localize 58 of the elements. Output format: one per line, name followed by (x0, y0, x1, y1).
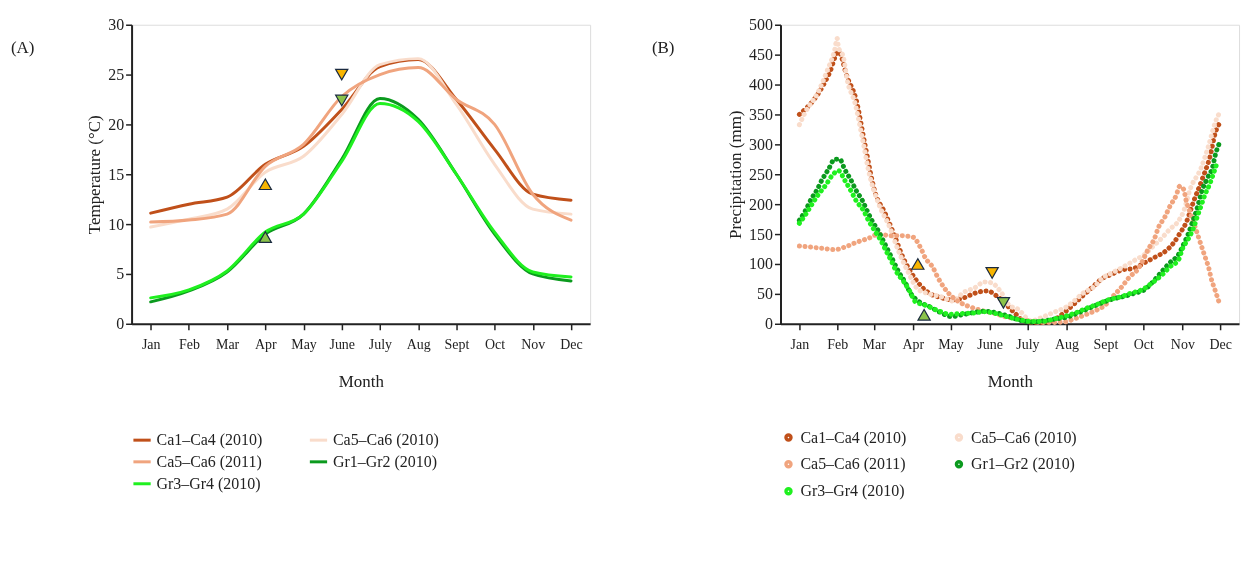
y-tick-label: 5 (116, 265, 125, 283)
y-tick-label: 15 (108, 165, 125, 183)
x-tick-label: Nov (521, 337, 546, 353)
x-tick-label: Apr (254, 337, 278, 353)
x-tick-label: Dec (1209, 337, 1232, 353)
legend-label: Ca5–Ca6 (2011) (156, 452, 262, 471)
text: (A) (10, 37, 35, 57)
x-tick-label: Aug (1054, 337, 1079, 353)
x-tick-label: Sept (1093, 337, 1119, 353)
y-tick-label: 500 (749, 16, 774, 34)
y-tick-label: 400 (749, 76, 774, 94)
y-tick-label: 0 (116, 315, 125, 333)
legend-label: Ca1–Ca4 (2010) (800, 428, 907, 447)
y-tick-label: 10 (108, 215, 125, 233)
x-tick-label: Jan (141, 337, 161, 353)
y-tick-label: 150 (749, 225, 774, 243)
legend-label: Ca5–Ca6 (2010) (970, 428, 1077, 447)
x-tick-label: May (938, 337, 964, 353)
x-tick-label: Apr (902, 337, 925, 353)
x-tick-label: May (291, 337, 317, 353)
y-tick-label: 450 (749, 46, 774, 64)
text: (B) (651, 37, 675, 57)
x-tick-label: Dec (560, 337, 583, 353)
legend-label: Gr1–Gr2 (2010) (332, 452, 437, 471)
x-tick-label: June (329, 337, 356, 353)
x-tick-label: July (1016, 337, 1040, 353)
legend-label: Ca1–Ca4 (2010) (156, 431, 263, 450)
legend-label: Gr3–Gr4 (2010) (800, 482, 905, 501)
x-axis-title: Month (338, 372, 385, 392)
y-tick-label: 25 (108, 66, 125, 84)
y-tick-label: 20 (108, 115, 125, 133)
legend-label: Ca5–Ca6 (2011) (800, 455, 906, 474)
y-axis-title: Temperature (°C) (85, 115, 105, 235)
x-axis-title: Month (987, 372, 1034, 392)
y-tick-label: 300 (749, 135, 774, 153)
legend-label: Ca5–Ca6 (2010) (332, 431, 439, 450)
y-axis-title: Precipitation (mm) (726, 110, 746, 239)
x-tick-label: Aug (406, 337, 431, 353)
legend-label: Gr1–Gr2 (2010) (970, 455, 1075, 474)
y-tick-label: 200 (749, 195, 774, 213)
x-tick-label: Oct (485, 337, 506, 353)
y-tick-label: 30 (108, 16, 125, 34)
x-tick-label: Sept (444, 337, 470, 353)
y-tick-label: 50 (757, 285, 774, 303)
x-tick-label: Mar (215, 337, 240, 353)
y-tick-label: 250 (749, 165, 774, 183)
y-tick-label: 350 (749, 105, 774, 123)
x-tick-label: Feb (178, 337, 200, 353)
x-tick-label: July (368, 337, 393, 353)
x-tick-label: Jan (790, 337, 810, 353)
x-tick-label: Nov (1170, 337, 1195, 353)
legend-label: Gr3–Gr4 (2010) (156, 474, 261, 493)
y-tick-label: 100 (749, 255, 774, 273)
x-tick-label: Oct (1133, 337, 1154, 353)
y-tick-label: 0 (765, 315, 774, 333)
x-tick-label: Feb (827, 337, 849, 353)
x-tick-label: June (977, 337, 1003, 353)
x-tick-label: Mar (862, 337, 887, 353)
